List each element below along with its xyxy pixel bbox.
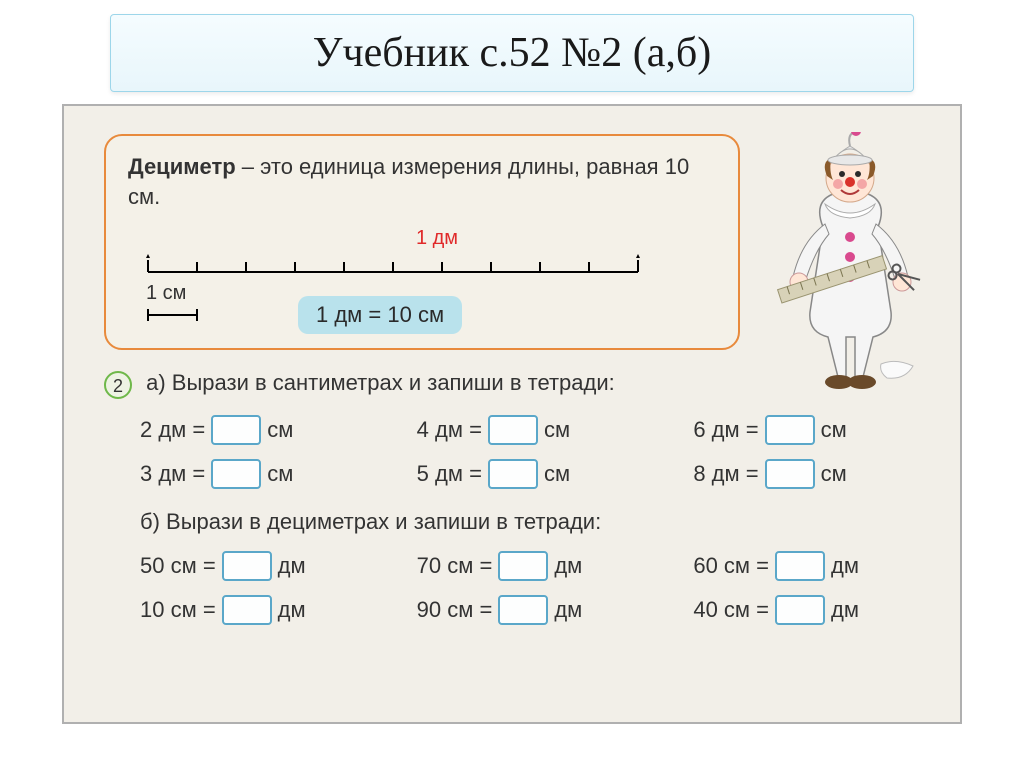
task-2: 2 а) Вырази в сантиметрах и запиши в тет… (104, 370, 930, 624)
equation-row: 10 см = дм (140, 595, 377, 625)
answer-blank[interactable] (211, 459, 261, 489)
definition-term: Дециметр (128, 154, 236, 179)
answer-blank[interactable] (775, 595, 825, 625)
answer-blank[interactable] (775, 551, 825, 581)
equation-row: 2 дм = см (140, 415, 377, 445)
equation-lhs: 90 см = (417, 597, 493, 623)
equation-unit: дм (278, 553, 306, 579)
equation-lhs: 5 дм = (417, 461, 482, 487)
ruler-diagram: 1 дм 1 см 1 дм = 10 см (128, 227, 716, 330)
ruler-svg (128, 252, 648, 282)
cm-label: 1 см (146, 282, 186, 308)
answer-blank[interactable] (222, 551, 272, 581)
equation-unit: дм (554, 597, 582, 623)
equation-lhs: 8 дм = (693, 461, 758, 487)
definition-box: Дециметр – это единица измерения длины, … (104, 134, 740, 350)
equation-lhs: 4 дм = (417, 417, 482, 443)
slide-title: Учебник с.52 №2 (а,б) (313, 30, 711, 76)
answer-blank[interactable] (211, 415, 261, 445)
answer-blank[interactable] (488, 459, 538, 489)
equation-unit: дм (831, 597, 859, 623)
clown-illustration (763, 132, 938, 392)
equations-grid-b: 50 см =дм70 см =дм60 см =дм10 см =дм90 с… (140, 551, 930, 625)
equation-unit: см (267, 417, 293, 443)
answer-blank[interactable] (498, 551, 548, 581)
equation-pill: 1 дм = 10 см (298, 296, 462, 334)
equation-unit: дм (278, 597, 306, 623)
equation-lhs: 60 см = (693, 553, 769, 579)
equation-lhs: 10 см = (140, 597, 216, 623)
equation-unit: см (821, 417, 847, 443)
equation-row: 3 дм = см (140, 459, 377, 489)
equation-lhs: 6 дм = (693, 417, 758, 443)
equation-row: 50 см = дм (140, 551, 377, 581)
equation-unit: см (544, 461, 570, 487)
definition-text: Дециметр – это единица измерения длины, … (128, 152, 716, 211)
equation-row: 4 дм = см (417, 415, 654, 445)
answer-blank[interactable] (222, 595, 272, 625)
equation-unit: дм (831, 553, 859, 579)
equation-row: 60 см = дм (693, 551, 930, 581)
equation-row: 8 дм = см (693, 459, 930, 489)
task-b-label: б) Вырази в дециметрах и запиши в тетрад… (140, 509, 930, 535)
answer-blank[interactable] (765, 415, 815, 445)
equation-unit: см (267, 461, 293, 487)
equation-lhs: 50 см = (140, 553, 216, 579)
equation-row: 90 см = дм (417, 595, 654, 625)
cm-bracket-icon (142, 306, 206, 324)
equation-row: 6 дм = см (693, 415, 930, 445)
answer-blank[interactable] (498, 595, 548, 625)
ruler-top-label: 1 дм (158, 227, 716, 250)
answer-blank[interactable] (765, 459, 815, 489)
task-number-badge: 2 (104, 371, 132, 399)
slide-title-box: Учебник с.52 №2 (а,б) (110, 14, 914, 92)
equation-unit: дм (554, 553, 582, 579)
equation-lhs: 40 см = (693, 597, 769, 623)
equation-row: 70 см = дм (417, 551, 654, 581)
equations-grid-a: 2 дм = см 4 дм = см 6 дм = см 3 дм = см 5 дм = см… (140, 415, 930, 489)
equation-lhs: 3 дм = (140, 461, 205, 487)
equation-lhs: 70 см = (417, 553, 493, 579)
task-a-label: а) Вырази в сантиметрах и запиши в тетра… (146, 370, 615, 395)
equation-lhs: 2 дм = (140, 417, 205, 443)
equation-unit: см (821, 461, 847, 487)
answer-blank[interactable] (488, 415, 538, 445)
equation-unit: см (544, 417, 570, 443)
equation-row: 40 см = дм (693, 595, 930, 625)
textbook-photo: Дециметр – это единица измерения длины, … (62, 104, 962, 724)
equation-row: 5 дм = см (417, 459, 654, 489)
